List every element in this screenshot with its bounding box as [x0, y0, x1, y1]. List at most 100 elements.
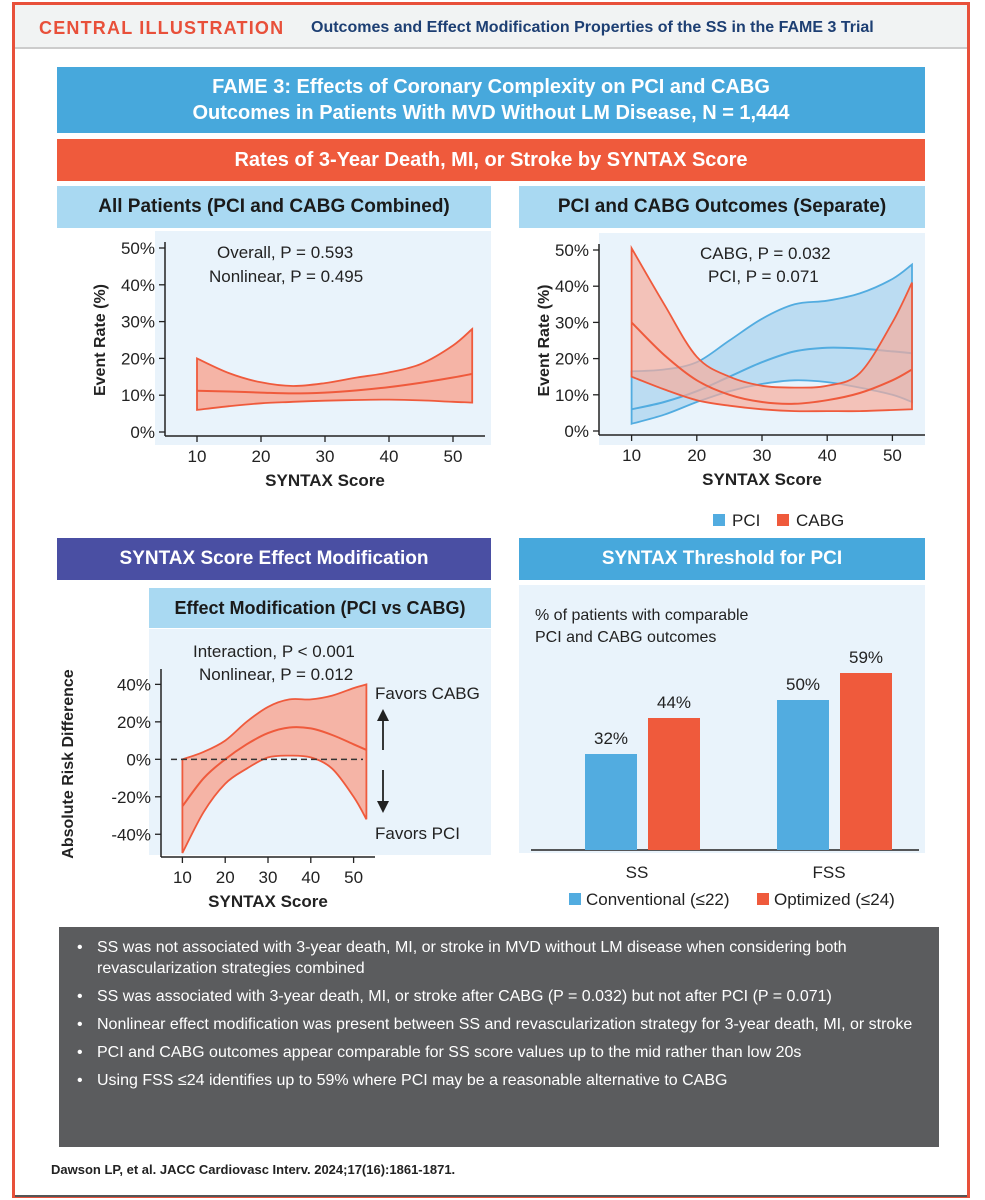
x-tick-label: 40: [380, 447, 399, 466]
y-axis-title: Absolute Risk Difference: [60, 669, 77, 858]
bullet-5: Using FSS ≤24 identifies up to 59% where…: [77, 1070, 925, 1091]
y-tick-label: 0%: [564, 422, 589, 441]
bar-value-label: 50%: [786, 675, 820, 694]
bar-value-label: 32%: [594, 729, 628, 748]
favors-pci-label: Favors PCI: [375, 824, 460, 843]
x-tick-label: 20: [216, 868, 235, 887]
x-tick-label: 50: [883, 446, 902, 465]
y-axis-title: Event Rate (%): [536, 284, 553, 396]
legend-cabg-label: CABG: [796, 511, 844, 530]
x-tick-label: 40: [818, 446, 837, 465]
panel-mod-section: SYNTAX Score Effect Modification: [57, 538, 491, 580]
panel-thr-subtitle-2: PCI and CABG outcomes: [535, 629, 717, 646]
legend-conventional-swatch: [569, 893, 581, 905]
y-tick-label: 0%: [126, 750, 151, 769]
bar-value-label: 59%: [849, 648, 883, 667]
y-tick-label: -40%: [111, 825, 151, 844]
y-tick-label: 50%: [555, 241, 589, 260]
legend-cabg-swatch: [777, 514, 789, 526]
x-tick-label: 50: [344, 868, 363, 887]
y-tick-label: 0%: [130, 423, 155, 442]
x-tick-label: 50: [444, 447, 463, 466]
y-tick-label: 50%: [121, 239, 155, 258]
y-tick-label: 20%: [117, 713, 151, 732]
central-illustration-label: CENTRAL ILLUSTRATION: [39, 18, 285, 38]
bar-ss-optimized: [648, 718, 700, 850]
y-axis-title: Event Rate (%): [92, 284, 109, 396]
y-tick-label: 40%: [555, 277, 589, 296]
bar-fss-conventional: [777, 700, 829, 850]
annotation-cabg: CABG, P = 0.032: [700, 244, 831, 263]
y-tick-label: -20%: [111, 788, 151, 807]
illustration-frame: CENTRAL ILLUSTRATION Outcomes and Effect…: [12, 2, 970, 1198]
banner-line-2: Outcomes in Patients With MVD Without LM…: [192, 102, 790, 124]
banner-line-1: FAME 3: Effects of Coronary Complexity o…: [212, 76, 770, 98]
bullet-1: SS was not associated with 3-year death,…: [77, 937, 925, 979]
confidence-band-cabg: [630, 244, 913, 413]
panel-all-title: All Patients (PCI and CABG Combined): [57, 186, 491, 228]
panel-all-bg: [155, 231, 491, 445]
x-tick-label: 10: [622, 446, 641, 465]
bullet-4: PCI and CABG outcomes appear comparable …: [77, 1042, 925, 1063]
bar-fss-optimized: [840, 673, 892, 850]
y-tick-label: 20%: [555, 350, 589, 369]
category-label: SS: [626, 863, 649, 882]
x-axis-title: SYNTAX Score: [265, 471, 385, 490]
section-title: Rates of 3-Year Death, MI, or Stroke by …: [57, 139, 925, 181]
key-points-box: SS was not associated with 3-year death,…: [59, 927, 939, 1147]
y-tick-label: 30%: [555, 313, 589, 332]
x-tick-label: 10: [188, 447, 207, 466]
top-bar: CENTRAL ILLUSTRATION Outcomes and Effect…: [15, 5, 967, 49]
chart-all-patients: 0% 10% 20% 30% 40% 50% 10 20 30 40 50 SYNTAX Score E…: [92, 239, 485, 490]
legend-optimized-swatch: [757, 893, 769, 905]
chart-syntax-threshold: SS 32% 44% FSS 50% 59% Conventional (≤22) Optim…: [531, 648, 919, 909]
bullet-3: Nonlinear effect modification was presen…: [77, 1014, 925, 1035]
annotation-nonlinear: Nonlinear, P = 0.495: [209, 267, 363, 286]
x-tick-label: 30: [753, 446, 772, 465]
x-tick-label: 30: [316, 447, 335, 466]
x-axis-title: SYNTAX Score: [702, 470, 822, 489]
panel-mod-title: Effect Modification (PCI vs CABG): [149, 588, 491, 628]
category-label: FSS: [812, 863, 845, 882]
legend-pci-label: PCI: [732, 511, 760, 530]
arrow-up-head: [377, 709, 389, 721]
y-tick-label: 10%: [121, 386, 155, 405]
estimate-line-all: [181, 726, 367, 807]
estimate-line-cabg: [630, 321, 913, 405]
legend-pci-swatch: [713, 514, 725, 526]
chart-pci-cabg-separate: 0% 10% 20% 30% 40% 50% 10 20 30 40 50 SYNTAX Score E…: [536, 241, 925, 530]
x-axis-title: SYNTAX Score: [208, 892, 328, 911]
bottom-rule: [15, 1195, 967, 1197]
annotation-interaction: Interaction, P < 0.001: [193, 642, 355, 661]
estimate-line-all: [196, 372, 473, 395]
x-tick-label: 30: [259, 868, 278, 887]
annotation-nonlinear: Nonlinear, P = 0.012: [199, 665, 353, 684]
fame3-banner: FAME 3: Effects of Coronary Complexity o…: [57, 67, 925, 133]
favors-cabg-label: Favors CABG: [375, 684, 480, 703]
legend-conventional-label: Conventional (≤22): [586, 890, 730, 909]
x-tick-label: 40: [301, 868, 320, 887]
chart-effect-modification: -40% -20% 0% 20% 40% 10 20 30 40 50 SYNTAX Score Ab…: [60, 642, 480, 911]
annotation-overall: Overall, P = 0.593: [217, 243, 353, 262]
arrow-down-head: [377, 801, 389, 813]
panel-thr-subtitle-1: % of patients with comparable: [535, 607, 749, 624]
bar-ss-conventional: [585, 754, 637, 850]
bullet-2: SS was associated with 3-year death, MI,…: [77, 986, 925, 1007]
y-tick-label: 40%: [121, 276, 155, 295]
x-tick-label: 20: [687, 446, 706, 465]
citation: Dawson LP, et al. JACC Cardiovasc Interv…: [51, 1162, 456, 1177]
bar-value-label: 44%: [657, 693, 691, 712]
illustration-title: Outcomes and Effect Modification Propert…: [311, 19, 874, 36]
y-tick-label: 30%: [121, 313, 155, 332]
annotation-pci: PCI, P = 0.071: [708, 267, 819, 286]
legend-optimized-label: Optimized (≤24): [774, 890, 895, 909]
confidence-band-all: [196, 327, 474, 411]
panel-thr-title: SYNTAX Threshold for PCI: [519, 538, 925, 580]
y-tick-label: 20%: [121, 349, 155, 368]
panel-sep-title: PCI and CABG Outcomes (Separate): [519, 186, 925, 228]
y-tick-label: 40%: [117, 675, 151, 694]
x-tick-label: 20: [252, 447, 271, 466]
y-tick-label: 10%: [555, 386, 589, 405]
confidence-band-all: [181, 683, 368, 854]
x-tick-label: 10: [173, 868, 192, 887]
